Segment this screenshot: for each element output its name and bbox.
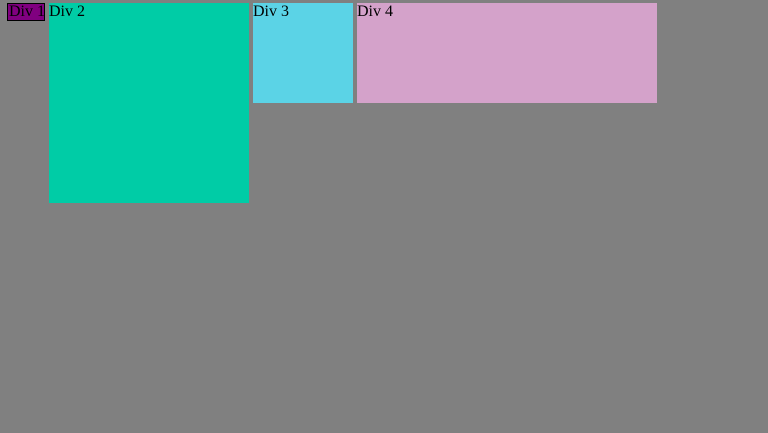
div-3-box: Div 3 bbox=[253, 3, 353, 103]
div-1-box: Div 1 bbox=[7, 3, 45, 21]
div-2-label: Div 2 bbox=[49, 3, 85, 20]
div-3-label: Div 3 bbox=[253, 3, 289, 20]
div-4-label: Div 4 bbox=[357, 3, 393, 20]
div-1-label: Div 1 bbox=[9, 3, 45, 20]
div-4-box: Div 4 bbox=[357, 3, 657, 103]
div-2-box: Div 2 bbox=[49, 3, 249, 203]
